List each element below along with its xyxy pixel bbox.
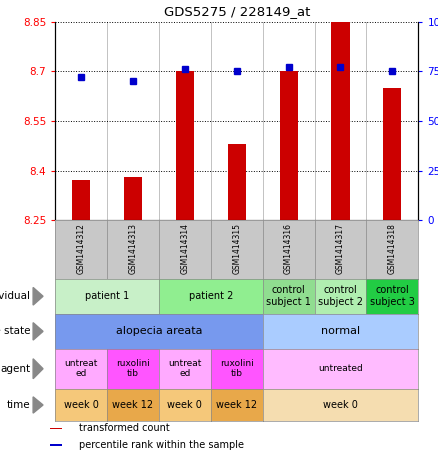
Title: GDS5275 / 228149_at: GDS5275 / 228149_at [163, 5, 310, 18]
Text: GSM1414313: GSM1414313 [128, 223, 138, 274]
Text: control
subject 1: control subject 1 [266, 285, 311, 307]
Text: GSM1414314: GSM1414314 [180, 223, 189, 274]
Text: GSM1414318: GSM1414318 [388, 223, 397, 274]
Bar [50, 444, 62, 446]
Bar [228, 144, 246, 220]
Text: alopecia areata: alopecia areata [116, 326, 202, 337]
Polygon shape [33, 287, 43, 305]
Bar [72, 180, 90, 220]
Text: time: time [7, 400, 30, 410]
Text: transformed count: transformed count [79, 423, 170, 433]
Bar [279, 72, 298, 220]
Text: percentile rank within the sample: percentile rank within the sample [79, 440, 244, 450]
Text: GSM1414317: GSM1414317 [336, 223, 345, 274]
Text: ruxolini
tib: ruxolini tib [220, 359, 254, 378]
Text: GSM1414316: GSM1414316 [284, 223, 293, 274]
Text: week 0: week 0 [167, 400, 202, 410]
Text: GSM1414315: GSM1414315 [232, 223, 241, 274]
Bar [50, 428, 62, 429]
Text: week 0: week 0 [64, 400, 99, 410]
Polygon shape [33, 397, 43, 413]
Text: control
subject 3: control subject 3 [370, 285, 415, 307]
Text: normal: normal [321, 326, 360, 337]
Bar [383, 88, 402, 220]
Text: untreated: untreated [318, 364, 363, 373]
Text: untreat
ed: untreat ed [168, 359, 201, 378]
Text: patient 2: patient 2 [189, 291, 233, 301]
Text: agent: agent [0, 364, 30, 374]
Text: control
subject 2: control subject 2 [318, 285, 363, 307]
Text: disease state: disease state [0, 326, 30, 337]
Polygon shape [33, 323, 43, 340]
Text: ruxolini
tib: ruxolini tib [116, 359, 150, 378]
Text: week 12: week 12 [113, 400, 154, 410]
Text: week 12: week 12 [216, 400, 257, 410]
Text: patient 1: patient 1 [85, 291, 129, 301]
Text: week 0: week 0 [323, 400, 358, 410]
Polygon shape [33, 359, 43, 379]
Bar [332, 12, 350, 220]
Text: untreat
ed: untreat ed [64, 359, 98, 378]
Bar [124, 177, 142, 220]
Text: individual: individual [0, 291, 30, 301]
Bar [176, 72, 194, 220]
Text: GSM1414312: GSM1414312 [77, 223, 85, 274]
